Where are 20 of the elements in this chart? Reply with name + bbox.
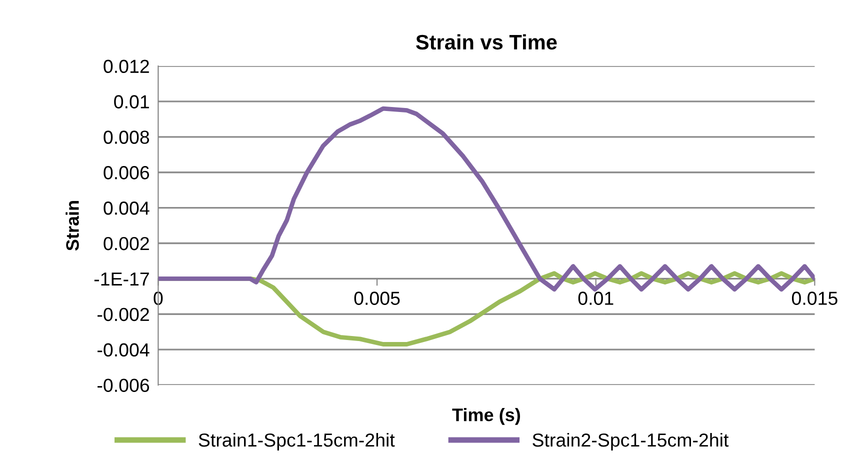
x-axis-title: Time (s) [452, 408, 520, 425]
y-tick-label: 0.012 [104, 60, 149, 74]
legend-label: Strain1-Spc1-15cm-2hit [198, 432, 395, 450]
y-tick-label: -0.006 [98, 378, 150, 392]
y-axis-title: Strain [66, 201, 79, 251]
y-tick-label: -0.004 [98, 343, 150, 357]
legend-label: Strain2-Spc1-15cm-2hit [532, 432, 729, 450]
chart-title: Strain vs Time [416, 34, 557, 50]
y-tick-label: 0.01 [114, 95, 149, 108]
y-tick-label: -1E-17 [94, 272, 149, 286]
x-tick-label: 0.015 [792, 292, 838, 305]
y-tick-label: 0.002 [104, 236, 149, 250]
x-tick-label: 0.005 [354, 292, 400, 305]
y-tick-label: 0.004 [104, 202, 150, 215]
y-tick-label: 0.006 [104, 166, 150, 180]
line-series [158, 106, 815, 292]
x-tick-label: 0.01 [578, 292, 614, 305]
x-tick-label: 0 [154, 292, 163, 305]
y-tick-label: -0.002 [98, 308, 149, 322]
y-tick-label: 0.008 [104, 130, 150, 144]
